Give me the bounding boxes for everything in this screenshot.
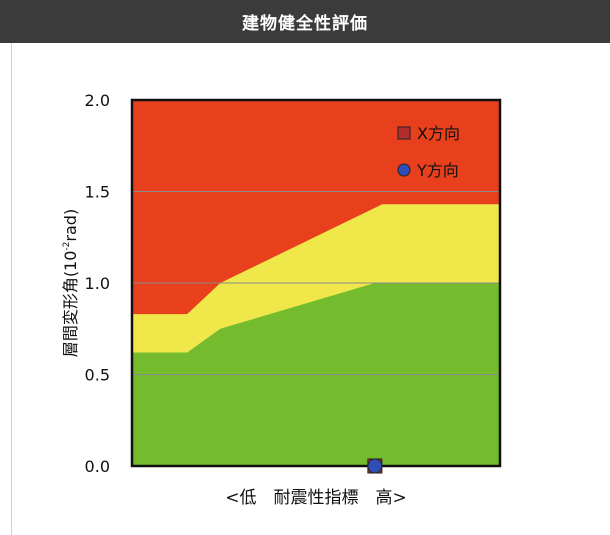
plot-frame (130, 98, 502, 468)
y-tick-label: 0.0 (85, 457, 110, 476)
y-axis-label-superscript: -2 (62, 242, 72, 251)
data-point-circle (367, 458, 383, 474)
y-tick-label: 1.0 (85, 274, 110, 293)
left-divider (11, 43, 12, 535)
chart-grid (132, 191, 500, 375)
y-axis-ticks: 0.0 0.5 1.0 1.5 2.0 (85, 91, 110, 476)
legend: X方向 Y方向 (397, 124, 460, 180)
legend-circle-marker (397, 163, 411, 177)
y-tick-label: 2.0 (85, 91, 110, 110)
data-points (367, 458, 383, 474)
legend-square-marker (397, 126, 411, 140)
x-axis-label: <低 耐震性指標 高> (225, 488, 407, 508)
legend-label: Y方向 (416, 161, 459, 180)
y-axis-label-suffix: rad) (61, 209, 80, 242)
y-axis-label: 層間変形角(10-2rad) (61, 209, 80, 357)
page-title: 建物健全性評価 (0, 0, 610, 43)
y-axis-label-main: 層間変形角(10 (61, 251, 80, 358)
legend-label: X方向 (417, 124, 460, 143)
y-tick-label: 1.5 (85, 183, 110, 202)
y-tick-label: 0.5 (85, 366, 110, 385)
